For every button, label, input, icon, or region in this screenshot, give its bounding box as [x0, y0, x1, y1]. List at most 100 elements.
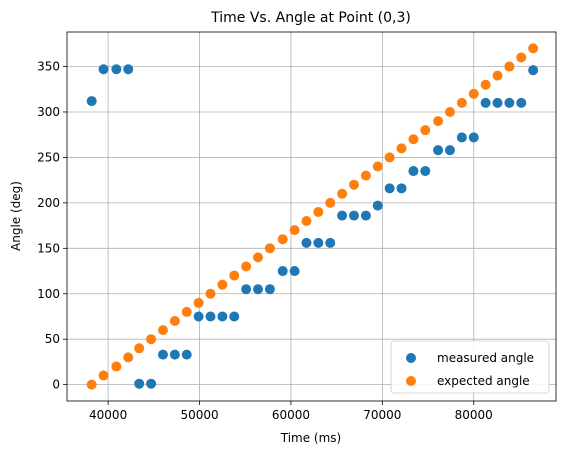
y-tick-label: 200 — [37, 196, 60, 210]
y-tick-label: 150 — [37, 241, 60, 255]
legend-label-expected: expected angle — [437, 374, 530, 388]
point-measured-angle — [480, 97, 491, 108]
legend-label-measured: measured angle — [437, 351, 534, 365]
point-expected-angle — [433, 116, 444, 127]
point-measured-angle — [264, 284, 275, 295]
x-tick-label: 60000 — [272, 408, 310, 422]
point-measured-angle — [146, 378, 157, 389]
plot-frame — [66, 31, 557, 402]
point-measured-angle — [134, 378, 145, 389]
point-expected-angle — [468, 88, 479, 99]
point-measured-angle — [504, 97, 515, 108]
point-expected-angle — [134, 343, 145, 354]
point-measured-angle — [456, 132, 467, 143]
point-expected-angle — [420, 125, 431, 136]
point-measured-angle — [313, 237, 324, 248]
chart-title: Time Vs. Angle at Point (0,3) — [210, 10, 411, 26]
point-expected-angle — [146, 334, 157, 345]
x-tick-label: 40000 — [89, 408, 127, 422]
point-measured-angle — [337, 210, 348, 221]
point-measured-angle — [157, 349, 168, 360]
y-tick-label: 0 — [52, 378, 60, 392]
point-measured-angle — [349, 210, 360, 221]
x-tick-label: 70000 — [363, 408, 401, 422]
point-measured-angle — [277, 266, 288, 277]
point-measured-angle — [372, 200, 383, 211]
point-expected-angle — [528, 43, 539, 54]
point-measured-angle — [360, 210, 371, 221]
point-expected-angle — [444, 106, 455, 117]
point-measured-angle — [384, 183, 395, 194]
point-expected-angle — [205, 288, 216, 299]
y-tick-label: 250 — [37, 150, 60, 164]
point-expected-angle — [408, 134, 419, 145]
point-measured-angle — [420, 166, 431, 177]
legend: measured angle expected angle — [390, 340, 550, 394]
y-tick-label: 100 — [37, 287, 60, 301]
point-expected-angle — [301, 216, 312, 227]
point-measured-angle — [229, 311, 240, 322]
point-expected-angle — [480, 79, 491, 90]
point-expected-angle — [516, 52, 527, 63]
point-measured-angle — [444, 145, 455, 156]
point-expected-angle — [217, 279, 228, 290]
point-expected-angle — [372, 161, 383, 172]
point-expected-angle — [384, 152, 395, 163]
point-expected-angle — [157, 325, 168, 336]
point-expected-angle — [277, 234, 288, 245]
point-expected-angle — [264, 243, 275, 254]
point-measured-angle — [181, 349, 192, 360]
legend-marker-expected — [406, 376, 416, 386]
point-measured-angle — [301, 237, 312, 248]
point-measured-angle — [86, 96, 97, 107]
point-measured-angle — [516, 97, 527, 108]
point-measured-angle — [253, 284, 264, 295]
point-expected-angle — [349, 179, 360, 190]
point-expected-angle — [181, 306, 192, 317]
y-tick-label: 300 — [37, 105, 60, 119]
y-axis-label: Angle (deg) — [9, 181, 23, 251]
point-measured-angle — [325, 237, 336, 248]
point-measured-angle — [98, 64, 109, 75]
axis-ticks: 40000 50000 60000 70000 80000 0 50 100 150 200 250… — [37, 60, 493, 422]
y-tick-label: 50 — [45, 332, 60, 346]
point-expected-angle — [229, 270, 240, 281]
point-measured-angle — [528, 65, 539, 76]
data-points — [86, 43, 539, 390]
legend-marker-measured — [406, 353, 416, 363]
point-measured-angle — [205, 311, 216, 322]
legend-box — [390, 340, 550, 394]
point-expected-angle — [98, 370, 109, 381]
point-expected-angle — [313, 206, 324, 217]
point-measured-angle — [468, 132, 479, 143]
point-expected-angle — [123, 352, 134, 363]
point-measured-angle — [217, 311, 228, 322]
point-measured-angle — [408, 166, 419, 177]
x-tick-label: 50000 — [180, 408, 218, 422]
point-expected-angle — [325, 197, 336, 208]
x-axis-label: Time (ms) — [280, 431, 342, 445]
point-measured-angle — [289, 266, 300, 277]
point-expected-angle — [253, 252, 264, 263]
point-expected-angle — [169, 316, 180, 327]
point-measured-angle — [433, 145, 444, 156]
point-expected-angle — [504, 61, 515, 72]
point-expected-angle — [111, 361, 122, 372]
point-measured-angle — [241, 284, 252, 295]
point-measured-angle — [193, 311, 204, 322]
point-expected-angle — [456, 97, 467, 108]
point-expected-angle — [396, 143, 407, 154]
point-expected-angle — [86, 379, 97, 390]
point-expected-angle — [193, 297, 204, 308]
point-expected-angle — [289, 225, 300, 236]
point-expected-angle — [337, 188, 348, 199]
point-measured-angle — [111, 64, 122, 75]
y-tick-label: 350 — [37, 60, 60, 74]
point-measured-angle — [396, 183, 407, 194]
point-measured-angle — [123, 64, 134, 75]
point-expected-angle — [492, 70, 503, 81]
point-measured-angle — [169, 349, 180, 360]
point-measured-angle — [492, 97, 503, 108]
x-tick-label: 80000 — [455, 408, 493, 422]
